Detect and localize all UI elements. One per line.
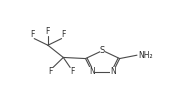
Text: F: F [49,67,53,76]
Text: F: F [46,27,50,36]
Text: NH₂: NH₂ [139,51,153,60]
Text: N: N [89,67,95,76]
Text: F: F [62,30,66,39]
Text: S: S [100,46,105,55]
Text: F: F [30,30,34,39]
Text: N: N [110,67,116,76]
Text: F: F [70,67,75,76]
